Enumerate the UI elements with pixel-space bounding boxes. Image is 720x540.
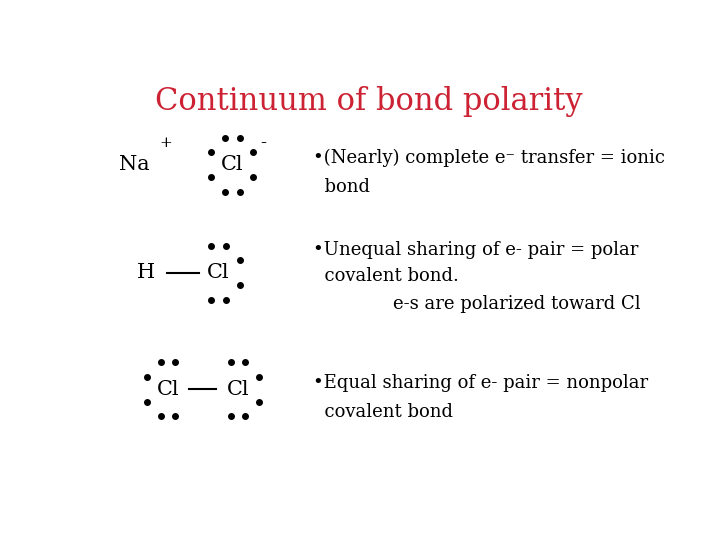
Text: e-s are polarized toward Cl: e-s are polarized toward Cl	[347, 295, 640, 313]
Text: covalent bond.: covalent bond.	[313, 267, 459, 285]
Text: Na: Na	[120, 155, 150, 174]
Text: H: H	[137, 263, 155, 282]
Text: +: +	[159, 136, 171, 150]
Text: bond: bond	[313, 178, 370, 197]
Text: •Unequal sharing of e- pair = polar: •Unequal sharing of e- pair = polar	[313, 241, 639, 259]
Text: Continuum of bond polarity: Continuum of bond polarity	[156, 85, 582, 117]
Text: •(Nearly) complete e⁻ transfer = ionic: •(Nearly) complete e⁻ transfer = ionic	[313, 149, 665, 167]
Text: -: -	[260, 134, 266, 152]
Text: Cl: Cl	[221, 155, 243, 174]
Text: covalent bond: covalent bond	[313, 403, 453, 421]
Text: Cl: Cl	[207, 263, 230, 282]
Text: Cl: Cl	[227, 380, 249, 399]
Text: •Equal sharing of e- pair = nonpolar: •Equal sharing of e- pair = nonpolar	[313, 374, 648, 392]
Text: Cl: Cl	[157, 380, 179, 399]
